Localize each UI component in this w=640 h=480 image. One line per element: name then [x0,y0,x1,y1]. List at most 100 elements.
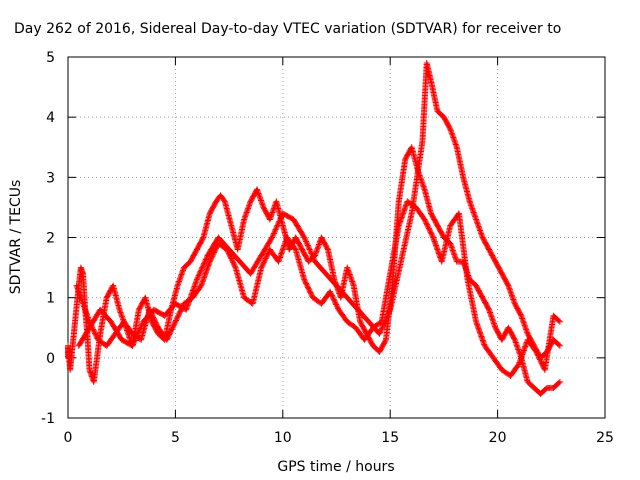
data-point [172,318,179,325]
data-point [379,324,386,331]
data-point [199,263,206,270]
x-tick-label: 5 [171,430,180,446]
data-point [333,302,340,309]
data-point [170,322,177,329]
data-point [174,313,181,320]
data-point [306,288,313,295]
data-point [277,215,284,222]
data-point [301,277,308,284]
data-point [174,314,181,321]
data-point [327,289,334,296]
data-point [258,263,265,270]
data-point [92,330,99,337]
data-point [301,234,308,241]
data-point [377,329,384,336]
data-point [201,260,208,267]
data-point [93,332,100,339]
data-point [87,321,94,328]
data-point [263,254,270,261]
data-point [164,335,171,342]
data-point [210,250,217,257]
data-point [424,221,431,228]
data-point [303,238,310,245]
y-tick-label: 4 [46,110,55,126]
data-point [428,231,435,238]
data-point [427,229,434,236]
data-point [330,296,337,303]
data-point [421,216,428,223]
data-point [177,308,184,315]
grid-lines [68,57,605,418]
data-point [171,321,178,328]
data-point [193,276,200,283]
x-tick-label: 0 [64,430,73,446]
data-point [87,320,94,327]
data-point [301,276,308,283]
data-point [269,234,276,241]
data-point [168,326,175,333]
data-point [130,341,137,348]
data-point [429,233,436,240]
data-point [89,325,96,332]
data-point [169,325,176,332]
data-point [131,338,138,345]
data-point [427,228,434,235]
data-point [176,309,183,316]
data-point [206,258,213,265]
data-point [259,262,266,269]
data-point [90,326,97,333]
y-tick-label: 1 [46,291,55,307]
y-tick-label: -1 [41,411,55,427]
x-tick-label: 20 [489,430,507,446]
data-point [329,293,336,300]
data-point [309,251,316,258]
data-point [278,214,285,221]
data-point [151,317,158,324]
data-point [178,305,185,312]
data-point [93,334,100,341]
data-point [275,219,282,226]
data-point [304,241,311,248]
data-point [195,272,202,279]
data-point [88,322,95,329]
data-point [533,348,540,355]
data-point [306,245,313,252]
x-tick-label: 25 [596,430,614,446]
data-point [262,255,269,262]
data-point [165,334,172,341]
data-point [198,265,205,272]
series-trace [75,60,563,361]
data-point [422,217,429,224]
y-tick-label: 3 [46,170,55,186]
data-point [209,253,216,260]
data-point [211,248,218,255]
data-point [146,306,153,313]
data-point [302,279,309,286]
data-point [90,327,97,334]
data-point [428,230,435,237]
data-point [202,257,209,264]
data-point [385,310,392,317]
data-point [149,311,156,318]
data-point [382,337,389,344]
data-point [212,245,219,252]
data-point [378,326,385,333]
data-point [377,328,384,335]
data-point [269,233,276,240]
data-point [223,246,230,253]
data-point [555,341,562,348]
x-tick-label: 10 [274,430,292,446]
data-point [556,378,563,385]
data-point [306,246,313,253]
data-point [324,245,331,252]
data-point [556,318,563,325]
data-point [424,222,431,229]
data-point [258,264,265,271]
data-point [310,254,317,261]
data-point [327,288,334,295]
data-point [304,242,311,249]
data-point [224,247,231,254]
data-point [197,283,204,290]
data-point [203,255,210,262]
